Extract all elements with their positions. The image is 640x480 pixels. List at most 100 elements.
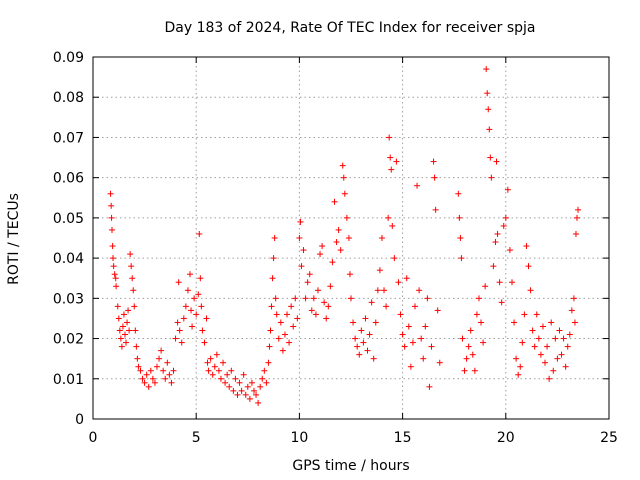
data-point: [224, 371, 231, 378]
data-point: [143, 371, 150, 378]
data-point: [485, 106, 492, 113]
data-point: [554, 355, 561, 362]
data-point: [362, 315, 369, 322]
data-point: [124, 319, 131, 326]
data-point: [399, 331, 406, 338]
data-point: [176, 327, 183, 334]
data-point: [302, 295, 309, 302]
data-point: [386, 134, 393, 141]
data-point: [172, 335, 179, 342]
data-point: [376, 267, 383, 274]
data-point: [387, 154, 394, 161]
data-point: [290, 323, 297, 330]
y-tick-label: 0.08: [53, 90, 84, 106]
data-point: [343, 214, 350, 221]
data-point: [574, 214, 581, 221]
data-point: [521, 311, 528, 318]
data-point: [160, 367, 167, 374]
data-point: [487, 154, 494, 161]
y-tick-label: 0.03: [53, 291, 84, 307]
data-point: [432, 206, 439, 213]
data-point: [535, 335, 542, 342]
data-point: [236, 379, 243, 386]
data-point: [246, 395, 253, 402]
data-point: [350, 319, 357, 326]
data-point: [147, 367, 154, 374]
data-point: [461, 367, 468, 374]
data-point: [529, 327, 536, 334]
data-point: [166, 371, 173, 378]
data-point: [182, 303, 189, 310]
data-point: [378, 235, 385, 241]
data-point: [267, 327, 274, 334]
data-point: [354, 343, 361, 350]
data-point: [457, 235, 464, 241]
data-point: [130, 287, 137, 294]
data-point: [109, 243, 116, 250]
data-point: [211, 363, 218, 370]
data-point: [424, 295, 431, 302]
data-point: [542, 359, 549, 366]
data-point: [281, 331, 288, 338]
data-point: [546, 375, 553, 382]
data-point: [228, 367, 235, 374]
data-point: [128, 263, 135, 270]
data-point: [135, 363, 142, 370]
data-point: [113, 283, 120, 290]
y-tick-label: 0.05: [53, 211, 84, 227]
data-point: [405, 323, 412, 330]
data-point: [414, 182, 421, 189]
data-point: [517, 363, 524, 370]
data-point: [422, 323, 429, 330]
data-point: [108, 226, 115, 233]
data-point: [537, 351, 544, 358]
data-point: [308, 307, 315, 314]
data-point: [340, 174, 347, 181]
data-point: [314, 287, 321, 294]
data-point: [513, 355, 520, 362]
data-point: [484, 90, 491, 97]
data-point: [430, 158, 437, 165]
data-point: [327, 283, 334, 290]
data-point: [533, 311, 540, 318]
data-point: [126, 327, 133, 334]
data-point: [471, 367, 478, 374]
data-point: [201, 339, 208, 346]
data-point: [272, 295, 279, 302]
x-tick-label: 5: [192, 430, 201, 446]
data-point: [114, 303, 121, 310]
data-point: [191, 295, 198, 302]
data-point: [263, 379, 270, 386]
data-point: [469, 351, 476, 358]
data-point: [230, 387, 237, 394]
data-point: [564, 343, 571, 350]
data-point: [317, 251, 324, 258]
data-point: [572, 230, 579, 237]
data-point: [125, 307, 132, 314]
data-point: [197, 275, 204, 282]
data-point: [568, 307, 575, 314]
chart-title: Day 183 of 2024, Rate Of TEC Index for r…: [164, 20, 535, 36]
data-point: [368, 299, 375, 306]
data-point: [248, 379, 255, 386]
data-point: [298, 263, 305, 270]
data-point: [112, 275, 119, 282]
data-point: [478, 319, 485, 326]
data-point: [255, 399, 262, 406]
data-point: [502, 214, 509, 221]
data-point: [544, 343, 551, 350]
data-point: [385, 214, 392, 221]
data-point: [188, 307, 195, 314]
data-point: [133, 343, 140, 350]
data-point: [207, 355, 214, 362]
y-tick-label: 0.06: [53, 171, 84, 187]
data-point: [119, 323, 126, 330]
data-point: [395, 279, 402, 286]
data-point: [393, 158, 400, 165]
data-point: [436, 359, 443, 366]
data-point: [370, 355, 377, 362]
data-point: [335, 226, 342, 233]
data-point: [184, 287, 191, 294]
data-point: [286, 339, 293, 346]
